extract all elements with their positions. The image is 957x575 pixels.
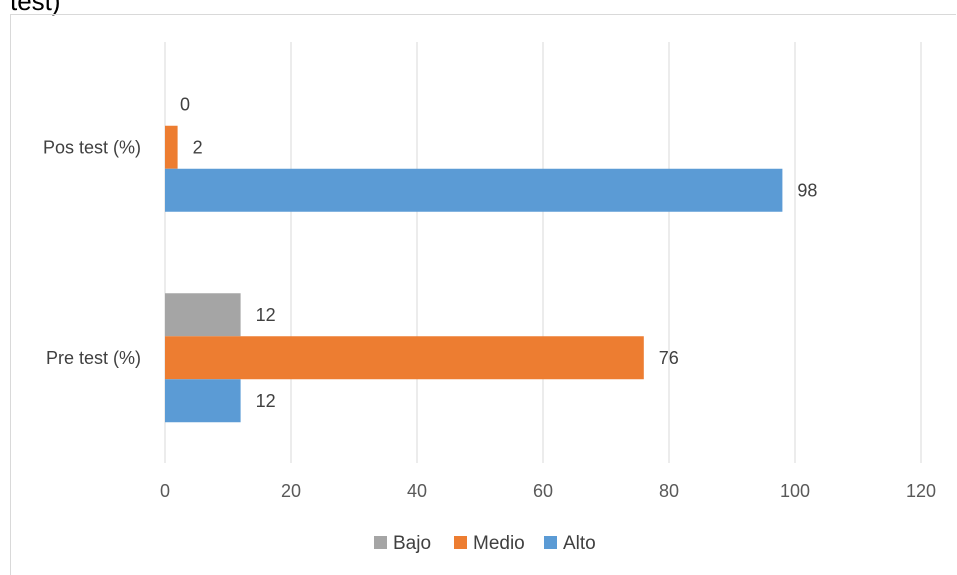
data-label: 76 (659, 348, 679, 368)
category-label: Pos test (%) (43, 137, 141, 157)
x-tick-label: 120 (906, 481, 936, 501)
bar-alto-1 (165, 168, 783, 212)
bars (165, 125, 783, 423)
legend-label-bajo: Bajo (393, 533, 431, 554)
legend-swatch-medio (454, 536, 467, 549)
data-label: 2 (193, 137, 203, 157)
x-tick-label: 0 (160, 481, 170, 501)
legend: Bajo Medio Alto (374, 533, 596, 554)
bar-alto-0 (165, 379, 241, 423)
data-label: 12 (256, 391, 276, 411)
bar-bajo-0 (165, 293, 241, 337)
legend-swatch-bajo (374, 536, 387, 549)
legend-swatch-alto (544, 536, 557, 549)
x-tick-label: 100 (780, 481, 810, 501)
data-labels: 12 76 12 0 2 98 (180, 94, 817, 411)
x-tick-label: 20 (281, 481, 301, 501)
bar-medio-0 (165, 336, 644, 380)
legend-label-medio: Medio (473, 533, 525, 554)
legend-label-alto: Alto (563, 533, 596, 554)
gridlines (164, 42, 922, 463)
category-axis: Pre test (%) Pos test (%) (43, 137, 141, 368)
bar-medio-1 (165, 125, 178, 169)
x-tick-label: 40 (407, 481, 427, 501)
chart-title-fragment: test) (10, 0, 61, 16)
chart-area-border (10, 14, 956, 575)
data-label: 98 (797, 180, 817, 200)
x-tick-label: 60 (533, 481, 553, 501)
data-label: 12 (256, 305, 276, 325)
data-label: 0 (180, 94, 190, 114)
x-axis: 0 20 40 60 80 100 120 (160, 481, 936, 501)
category-label: Pre test (%) (46, 348, 141, 368)
x-tick-label: 80 (659, 481, 679, 501)
